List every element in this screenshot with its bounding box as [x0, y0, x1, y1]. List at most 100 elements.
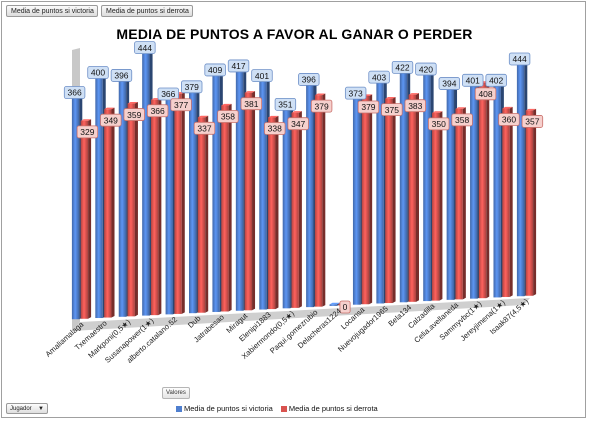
bar-victoria[interactable] — [165, 100, 173, 315]
svg-text:396: 396 — [114, 71, 128, 81]
bar-side — [111, 107, 115, 318]
bar-derrota[interactable] — [478, 82, 487, 299]
data-label-victoria: 373 — [344, 86, 367, 100]
bar-derrota[interactable] — [150, 99, 159, 316]
svg-text:0: 0 — [343, 302, 348, 312]
bar-side — [134, 101, 138, 317]
bar-derrota[interactable] — [408, 94, 416, 302]
bar-derrota[interactable] — [80, 120, 89, 319]
bar-derrota[interactable] — [174, 93, 182, 314]
data-label-derrota: 408 — [474, 87, 497, 101]
svg-text:358: 358 — [221, 112, 235, 122]
bar-top — [385, 97, 396, 99]
bar-victoria[interactable] — [423, 75, 431, 302]
svg-text:359: 359 — [127, 110, 141, 120]
bar-victoria[interactable] — [376, 83, 384, 304]
bar-side — [158, 98, 162, 316]
data-label-victoria: 351 — [274, 97, 297, 111]
bar-victoria[interactable] — [282, 110, 291, 309]
svg-text:373: 373 — [349, 88, 363, 98]
filter-tab-derrota[interactable]: Media de puntos si derrota — [101, 5, 193, 17]
bar-victoria[interactable] — [71, 98, 80, 320]
svg-text:358: 358 — [455, 115, 469, 125]
category-group — [516, 63, 537, 297]
svg-text:366: 366 — [161, 89, 175, 99]
bar-victoria[interactable] — [329, 304, 337, 306]
data-label-victoria: 366 — [63, 86, 86, 99]
bar-side — [369, 94, 373, 305]
svg-text:338: 338 — [268, 124, 282, 134]
bar-derrota[interactable] — [291, 112, 299, 308]
svg-text:417: 417 — [231, 61, 245, 71]
data-label-derrota: 357 — [521, 115, 544, 128]
svg-text:401: 401 — [466, 76, 480, 86]
bar-derrota[interactable] — [432, 112, 440, 301]
svg-text:347: 347 — [291, 119, 305, 129]
svg-text:444: 444 — [138, 43, 152, 53]
chevron-down-icon: ▼ — [38, 406, 44, 412]
bar-side — [88, 119, 92, 319]
category-group — [212, 74, 232, 312]
category-group — [306, 83, 326, 308]
svg-text:422: 422 — [395, 63, 409, 73]
bar-derrota[interactable] — [455, 108, 463, 300]
bar-derrota[interactable] — [197, 117, 206, 313]
data-label-victoria: 403 — [368, 70, 390, 84]
svg-text:337: 337 — [197, 124, 211, 134]
bar-derrota[interactable] — [361, 95, 370, 305]
bar-derrota[interactable] — [244, 92, 253, 311]
svg-text:402: 402 — [489, 76, 503, 86]
bar-derrota[interactable] — [525, 110, 534, 296]
bar-side — [252, 91, 256, 311]
bar-victoria[interactable] — [470, 86, 478, 299]
svg-text:350: 350 — [432, 119, 446, 129]
bar-derrota[interactable] — [127, 103, 135, 317]
bar-victoria[interactable] — [142, 53, 150, 316]
bar-victoria[interactable] — [189, 92, 197, 314]
bar-top — [221, 103, 232, 106]
values-field-button[interactable]: Valores — [162, 387, 190, 399]
bar-victoria[interactable] — [118, 81, 127, 317]
bar-victoria[interactable] — [493, 86, 501, 298]
bar-derrota[interactable] — [268, 117, 276, 310]
bar-victoria[interactable] — [259, 81, 267, 310]
data-label-derrota: 329 — [76, 125, 99, 139]
data-label-derrota: 377 — [170, 98, 192, 112]
svg-text:357: 357 — [525, 117, 539, 127]
bar-victoria[interactable] — [352, 99, 361, 305]
bar-victoria[interactable] — [95, 78, 103, 319]
category-group — [446, 87, 466, 300]
svg-text:403: 403 — [372, 72, 386, 82]
data-label-derrota: 379 — [357, 100, 380, 114]
legend-item-victoria[interactable]: Media de puntos si victoria — [176, 403, 273, 415]
bar-top — [244, 91, 256, 93]
data-label-derrota: 338 — [264, 122, 286, 135]
svg-text:377: 377 — [174, 100, 188, 110]
data-label-derrota: 381 — [240, 97, 263, 111]
legend-label-victoria: Media de puntos si victoria — [184, 404, 273, 413]
bar-top — [455, 107, 466, 109]
bar-victoria[interactable] — [235, 71, 244, 311]
data-label-victoria: 402 — [485, 73, 507, 87]
bar-side — [275, 115, 279, 310]
bar-derrota[interactable] — [314, 95, 323, 307]
bar-victoria[interactable] — [446, 89, 455, 300]
legend-item-derrota[interactable]: Media de puntos si derrota — [280, 403, 378, 415]
bar-victoria[interactable] — [306, 85, 314, 308]
data-label-victoria: 409 — [204, 63, 226, 77]
data-label-victoria: 444 — [508, 52, 531, 66]
bar-derrota[interactable] — [385, 98, 393, 304]
bar-derrota[interactable] — [104, 109, 112, 318]
bar-victoria[interactable] — [212, 75, 220, 312]
bar-derrota[interactable] — [502, 108, 510, 297]
bar-victoria[interactable] — [399, 73, 408, 303]
bar-side — [181, 92, 185, 314]
category-group — [423, 73, 443, 302]
bar-derrota[interactable] — [221, 105, 229, 312]
svg-text:401: 401 — [255, 71, 269, 81]
svg-text:351: 351 — [278, 100, 292, 110]
bar-victoria[interactable] — [516, 64, 525, 297]
filter-tab-victoria[interactable]: Media de puntos si victoria — [6, 5, 98, 17]
jugador-field-dropdown[interactable]: Jugador ▼ — [6, 403, 48, 414]
